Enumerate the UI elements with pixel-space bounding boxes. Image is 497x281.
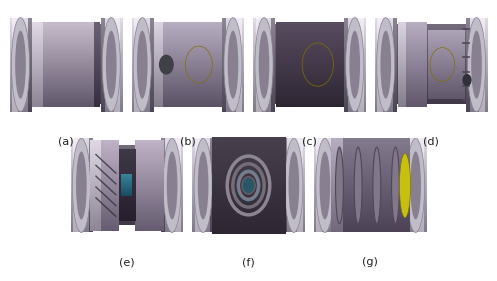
Ellipse shape: [102, 18, 120, 112]
Ellipse shape: [377, 18, 395, 112]
Circle shape: [160, 55, 173, 74]
Ellipse shape: [228, 31, 238, 99]
Ellipse shape: [335, 147, 343, 224]
Ellipse shape: [411, 151, 421, 219]
Circle shape: [244, 178, 253, 192]
Ellipse shape: [349, 31, 360, 99]
Circle shape: [463, 75, 471, 85]
Text: (a): (a): [58, 136, 74, 146]
Ellipse shape: [346, 18, 364, 112]
Ellipse shape: [316, 139, 334, 232]
Ellipse shape: [289, 151, 299, 219]
Text: (b): (b): [180, 136, 195, 146]
Ellipse shape: [400, 153, 411, 217]
Ellipse shape: [194, 139, 212, 232]
Ellipse shape: [392, 147, 400, 224]
Ellipse shape: [373, 147, 381, 224]
Ellipse shape: [133, 18, 151, 112]
Ellipse shape: [137, 31, 148, 99]
Text: (e): (e): [119, 257, 135, 267]
Ellipse shape: [259, 31, 269, 99]
Ellipse shape: [73, 139, 90, 232]
Ellipse shape: [285, 139, 303, 232]
Ellipse shape: [198, 151, 208, 219]
Ellipse shape: [354, 147, 362, 224]
Text: (g): (g): [362, 257, 378, 267]
Ellipse shape: [163, 139, 181, 232]
Text: (f): (f): [242, 257, 255, 267]
Ellipse shape: [76, 151, 86, 219]
Ellipse shape: [167, 151, 177, 219]
Ellipse shape: [468, 18, 486, 112]
Ellipse shape: [106, 31, 116, 99]
Ellipse shape: [320, 151, 330, 219]
Ellipse shape: [11, 18, 29, 112]
Ellipse shape: [224, 18, 242, 112]
Ellipse shape: [15, 31, 26, 99]
Text: (c): (c): [302, 136, 317, 146]
Ellipse shape: [471, 31, 482, 99]
Ellipse shape: [381, 31, 391, 99]
Ellipse shape: [255, 18, 273, 112]
Text: (d): (d): [423, 136, 439, 146]
Ellipse shape: [407, 139, 424, 232]
